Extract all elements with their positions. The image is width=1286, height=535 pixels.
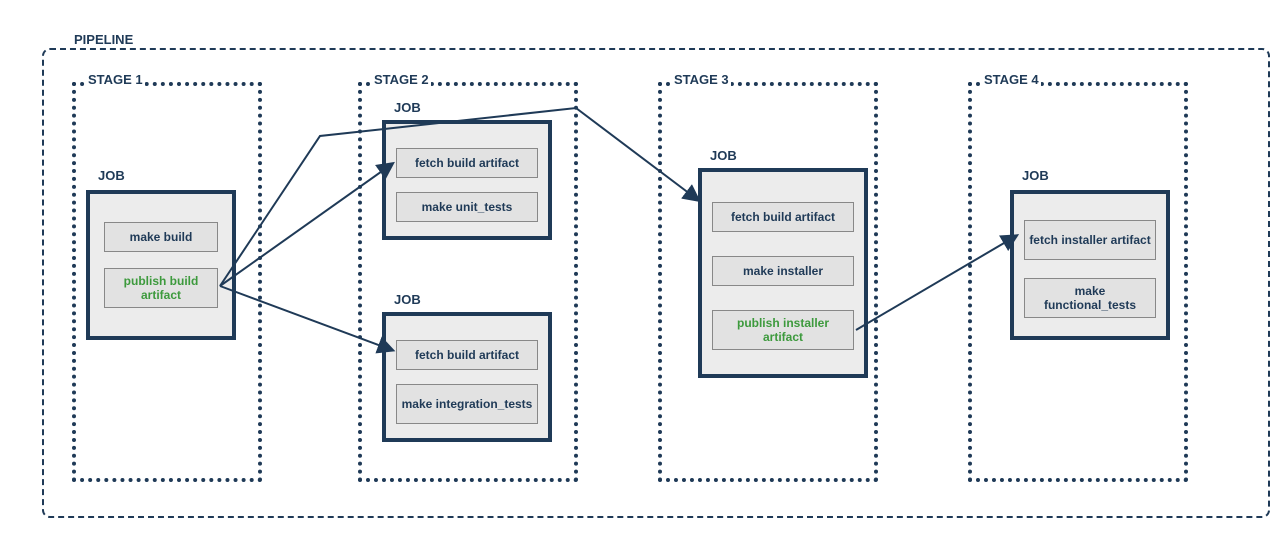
stage-label: STAGE 4 — [982, 72, 1041, 87]
job-label: JOB — [98, 168, 125, 183]
job-box — [382, 120, 552, 240]
pipeline-label: PIPELINE — [72, 32, 135, 47]
task-step: fetch installer artifact — [1024, 220, 1156, 260]
pipeline-diagram: PIPELINE STAGE 1 JOB make build publish buil… — [0, 0, 1286, 535]
task-step: fetch build artifact — [396, 340, 538, 370]
job-box — [86, 190, 236, 340]
task-step: make build — [104, 222, 218, 252]
task-step: fetch build artifact — [396, 148, 538, 178]
task-publish: publish build artifact — [104, 268, 218, 308]
job-label: JOB — [710, 148, 737, 163]
task-step: make installer — [712, 256, 854, 286]
task-step: fetch build artifact — [712, 202, 854, 232]
job-label: JOB — [394, 292, 421, 307]
job-label: JOB — [394, 100, 421, 115]
task-step: make unit_tests — [396, 192, 538, 222]
task-step: make functional_tests — [1024, 278, 1156, 318]
stage-label: STAGE 2 — [372, 72, 431, 87]
task-step: make integration_tests — [396, 384, 538, 424]
job-label: JOB — [1022, 168, 1049, 183]
task-publish: publish installer artifact — [712, 310, 854, 350]
stage-label: STAGE 1 — [86, 72, 145, 87]
stage-label: STAGE 3 — [672, 72, 731, 87]
